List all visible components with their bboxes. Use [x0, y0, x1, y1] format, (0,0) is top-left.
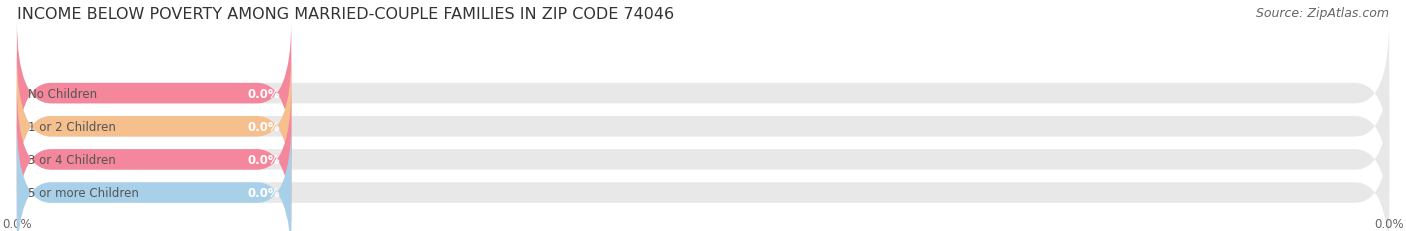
Text: No Children: No Children	[28, 87, 97, 100]
Text: 1 or 2 Children: 1 or 2 Children	[28, 120, 115, 133]
Text: 0.0%: 0.0%	[247, 186, 280, 199]
Text: INCOME BELOW POVERTY AMONG MARRIED-COUPLE FAMILIES IN ZIP CODE 74046: INCOME BELOW POVERTY AMONG MARRIED-COUPL…	[17, 7, 673, 22]
Text: 0.0%: 0.0%	[247, 153, 280, 166]
Text: Source: ZipAtlas.com: Source: ZipAtlas.com	[1256, 7, 1389, 20]
FancyBboxPatch shape	[17, 55, 1389, 199]
Text: 0.0%: 0.0%	[247, 87, 280, 100]
FancyBboxPatch shape	[17, 88, 1389, 231]
Text: 3 or 4 Children: 3 or 4 Children	[28, 153, 115, 166]
FancyBboxPatch shape	[17, 88, 291, 231]
Text: 0.0%: 0.0%	[247, 120, 280, 133]
Text: 5 or more Children: 5 or more Children	[28, 186, 139, 199]
FancyBboxPatch shape	[17, 55, 291, 199]
FancyBboxPatch shape	[17, 21, 1389, 166]
FancyBboxPatch shape	[17, 120, 291, 231]
FancyBboxPatch shape	[17, 120, 1389, 231]
FancyBboxPatch shape	[17, 21, 291, 166]
